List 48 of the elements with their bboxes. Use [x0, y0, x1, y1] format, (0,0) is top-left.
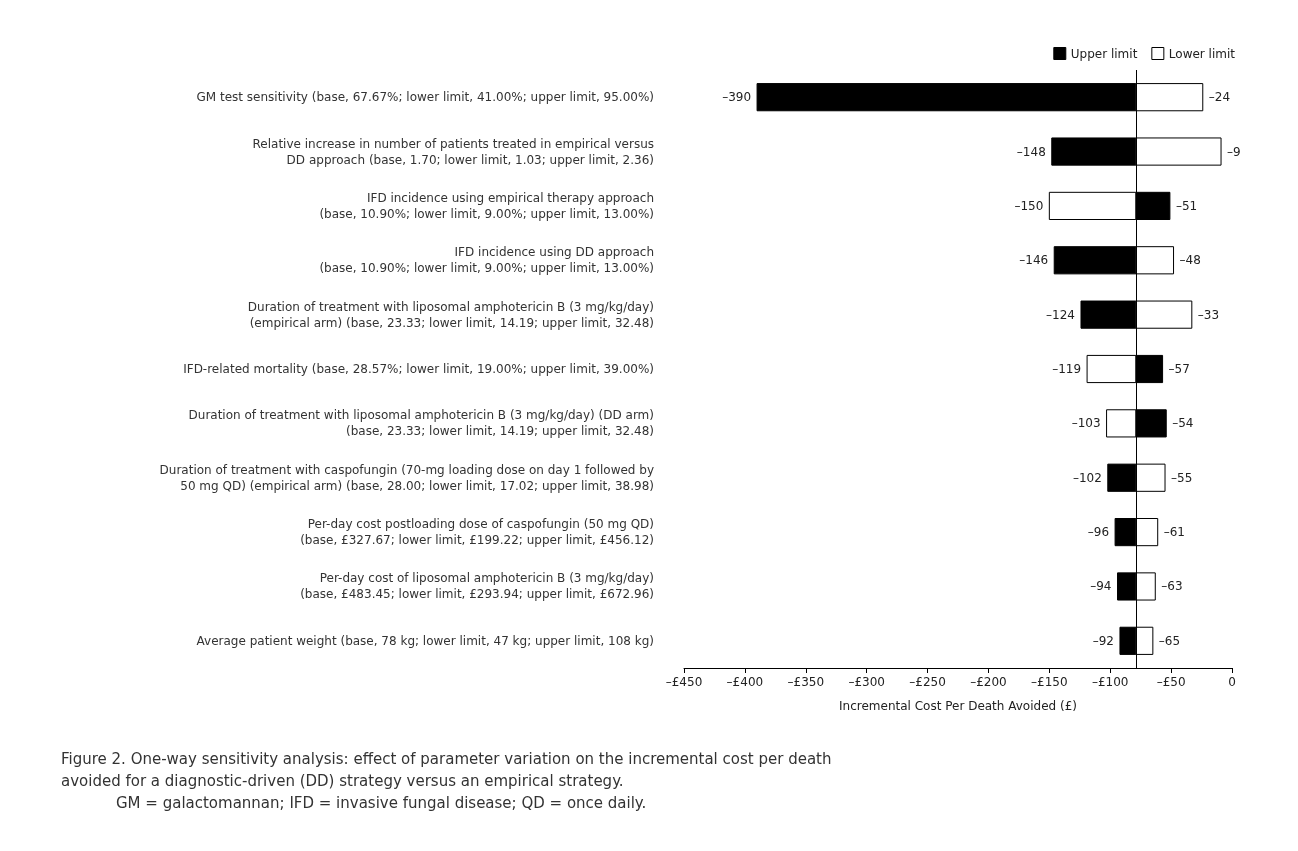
- x-tick-label: –£200: [970, 675, 1007, 689]
- x-tick-label: –£100: [1091, 675, 1129, 689]
- data-label: –24: [1208, 90, 1231, 105]
- text: Figure 2. One-way sensitivity analysis: effect of parameter variation on the incremental cost per death avoided for a diagnostic-driven (DD) strategy versus an empirical strategy.: [61, 750, 832, 790]
- data-label: –65: [1158, 633, 1181, 648]
- y-tick-label: IFD incidence using empirical therapy approach (base, 10.90%; lower limit, 9.00%; upper limit, 13.00%): [319, 190, 654, 221]
- data-label: –102: [1072, 470, 1102, 485]
- legend-label: Upper limit: [1070, 46, 1138, 61]
- data-label: –150: [1014, 198, 1044, 213]
- data-label: –94: [1090, 579, 1112, 594]
- data-label: –124: [1046, 307, 1075, 322]
- x-axis-title: Incremental Cost Per Death Avoided (£): [839, 699, 1077, 713]
- x-tick-label: –£400: [726, 675, 764, 689]
- x-tick-label: –£250: [909, 675, 946, 689]
- x-tick-label: –£350: [787, 675, 825, 689]
- data-label: –103: [1071, 416, 1101, 431]
- x-tick-label: –£150: [1031, 675, 1068, 689]
- legend-label: Lower limit: [1168, 46, 1236, 61]
- y-tick-label: Duration of treatment with caspofungin (70-mg loading dose on day 1 followed by 50 mg QD) (empirical arm) (base, 28.00; lower limit, 17.02; upper limit, 38.98): [159, 462, 654, 493]
- y-tick-label: Duration of treatment with liposomal amphotericin B (3 mg/kg/day) (DD arm) (base, 23.33; lower limit, 14.19; upper limit, 32.48): [188, 408, 654, 439]
- data-label: –33: [1197, 307, 1220, 322]
- data-label: –54: [1172, 416, 1194, 431]
- y-tick-label: Duration of treatment with liposomal amphotericin B (3 mg/kg/day) (empirical arm) (base, 23.33; lower limit, 14.19; upper limit, 32.48): [247, 299, 654, 330]
- data-label: –96: [1087, 525, 1110, 540]
- x-tick-label: –£50: [1156, 675, 1186, 689]
- data-label: –119: [1052, 362, 1082, 376]
- data-label: –57: [1168, 362, 1190, 376]
- data-label: –390: [722, 90, 752, 105]
- y-tick-label: IFD incidence using DD approach (base, 10.90%; lower limit, 9.00%; upper limit, 13.00%): [319, 245, 654, 276]
- data-label: –146: [1019, 253, 1049, 268]
- x-tick-label: –£300: [848, 675, 885, 689]
- data-label: –9: [1227, 144, 1241, 159]
- data-label: –55: [1171, 470, 1193, 485]
- y-tick-label: Per-day cost of liposomal amphotericin B (3 mg/kg/day) (base, £483.45; lower limit, £293.94; upper limit, £672.96): [300, 571, 654, 602]
- data-label: –63: [1161, 579, 1183, 594]
- y-tick-label: IFD-related mortality (base, 28.57%; lower limit, 19.00%; upper limit, 39.00%): [183, 362, 654, 376]
- y-tick-label: Relative increase in number of patients treated in empirical versus DD approach (base, 1.70; lower limit, 1.03; upper limit, 2.36): [252, 136, 654, 167]
- y-tick-label: Average patient weight (base, 78 kg; lower limit, 47 kg; upper limit, 108 kg): [196, 633, 654, 648]
- x-tick-label: 0: [1228, 675, 1236, 689]
- y-tick-label: GM test sensitivity (base, 67.67%; lower limit, 41.00%; upper limit, 95.00%): [196, 90, 654, 105]
- y-tick-label: Per-day cost postloading dose of caspofungin (50 mg QD) (base, £327.67; lower limit, £199.22; upper limit, £456.12): [300, 517, 654, 548]
- data-label: –61: [1163, 525, 1185, 540]
- data-label: –48: [1179, 253, 1201, 268]
- x-tick-label: –£450: [665, 675, 703, 689]
- data-label: –51: [1175, 198, 1198, 213]
- text: GM = galactomannan; IFD = invasive fungal disease; QD = once daily.: [116, 793, 647, 812]
- data-label: –148: [1016, 144, 1046, 159]
- data-label: –92: [1092, 633, 1114, 648]
